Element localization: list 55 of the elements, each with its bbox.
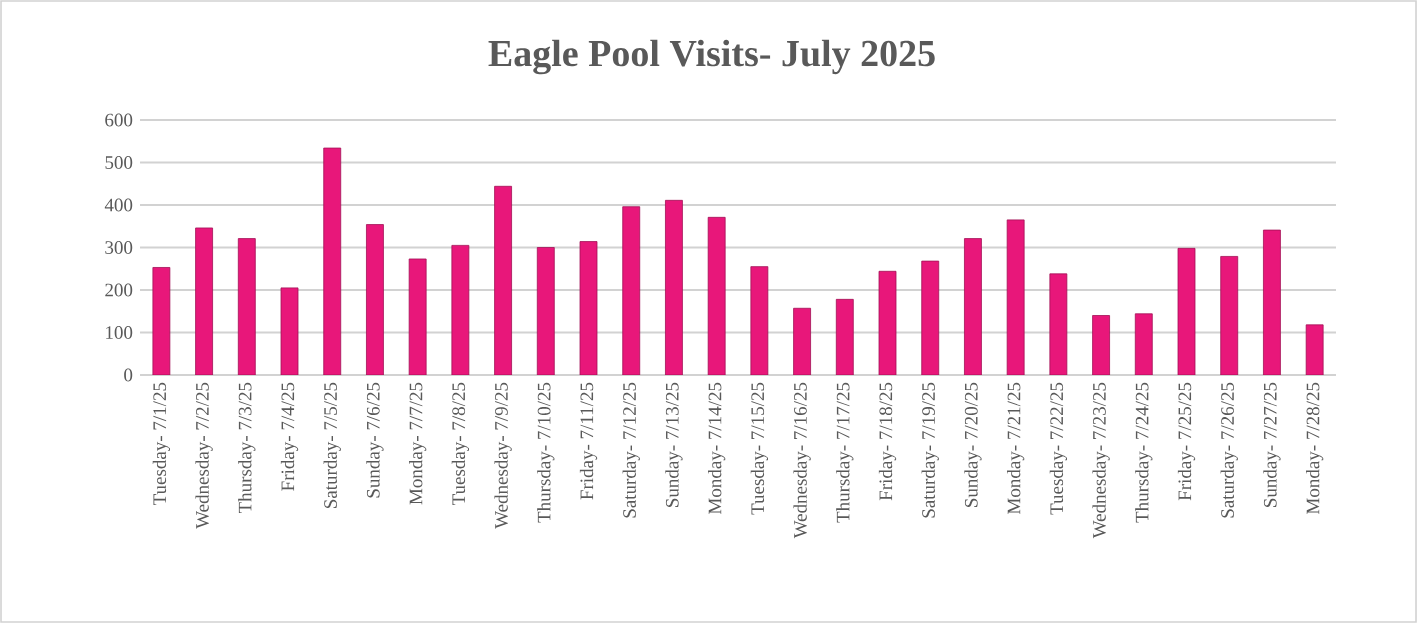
- x-tick-label: Friday- 7/18/25: [878, 382, 897, 501]
- x-tick-label: Friday- 7/11/25: [579, 382, 598, 500]
- bar: [1006, 219, 1025, 376]
- y-tick-label: 200: [105, 283, 133, 297]
- x-tick-label: Thursday- 7/10/25: [537, 382, 555, 523]
- x-tick-label: Thursday- 7/24/25: [1135, 382, 1153, 523]
- bar: [707, 216, 726, 376]
- bar: [237, 238, 256, 376]
- x-tick-label: Thursday- 7/17/25: [836, 382, 854, 523]
- bar: [195, 227, 213, 376]
- x-tick-label: Friday- 7/4/25: [280, 382, 299, 491]
- x-tick-label: Monday- 7/21/25: [1007, 382, 1025, 514]
- bar: [536, 247, 555, 376]
- x-tick-label: Tuesday- 7/15/25: [750, 382, 769, 515]
- bar: [366, 224, 384, 376]
- x-tick-label: Sunday- 7/6/25: [366, 382, 384, 498]
- x-tick-label: Sunday- 7/27/25: [1263, 382, 1281, 507]
- bar: [1263, 229, 1281, 376]
- y-tick-label: 300: [105, 241, 133, 254]
- x-tick-label: Sunday- 7/20/25: [964, 382, 982, 507]
- bar: [408, 258, 427, 376]
- x-tick-label: Monday- 7/7/25: [409, 382, 427, 505]
- y-tick-label: 600: [105, 113, 133, 127]
- x-tick-label: Wednesday- 7/2/25: [195, 382, 213, 529]
- x-tick-label: Monday- 7/14/25: [708, 382, 726, 514]
- x-tick-label: Saturday- 7/26/25: [1220, 382, 1238, 518]
- bar: [793, 307, 811, 376]
- bar: [964, 238, 982, 376]
- bar: [921, 260, 940, 376]
- x-tick-label: Tuesday- 7/1/25: [152, 382, 171, 506]
- y-tick-label: 400: [104, 198, 133, 212]
- bar: [323, 147, 342, 376]
- bar: [622, 206, 641, 376]
- x-tick-label: Tuesday- 7/8/25: [451, 382, 470, 506]
- bar: [1134, 313, 1153, 376]
- x-tick-label: Saturday- 7/19/25: [921, 382, 939, 518]
- y-tick-label: 100: [106, 326, 133, 339]
- x-tick-label: Friday- 7/25/25: [1177, 382, 1196, 501]
- y-tick-label: 500: [105, 156, 133, 169]
- y-tick-label: 0: [124, 368, 133, 382]
- bar: [1220, 256, 1239, 376]
- bar: [1092, 315, 1110, 376]
- x-tick-label: Monday- 7/28/25: [1306, 382, 1324, 514]
- x-tick-label: Saturday- 7/12/25: [622, 382, 640, 518]
- x-tick-label: Wednesday- 7/23/25: [1092, 382, 1110, 539]
- x-tick-label: Wednesday- 7/16/25: [793, 382, 811, 539]
- bar: [494, 185, 512, 376]
- x-tick-label: Thursday- 7/3/25: [238, 382, 256, 514]
- x-tick-label: Tuesday- 7/22/25: [1049, 382, 1068, 515]
- x-tick-label: Saturday- 7/5/25: [323, 382, 341, 508]
- x-tick-label: Wednesday- 7/9/25: [494, 382, 512, 529]
- chart-title: Eagle Pool Visits- July 2025: [488, 39, 935, 75]
- bar: [835, 298, 854, 376]
- x-tick-label: Sunday- 7/13/25: [665, 382, 683, 507]
- bar: [665, 199, 683, 376]
